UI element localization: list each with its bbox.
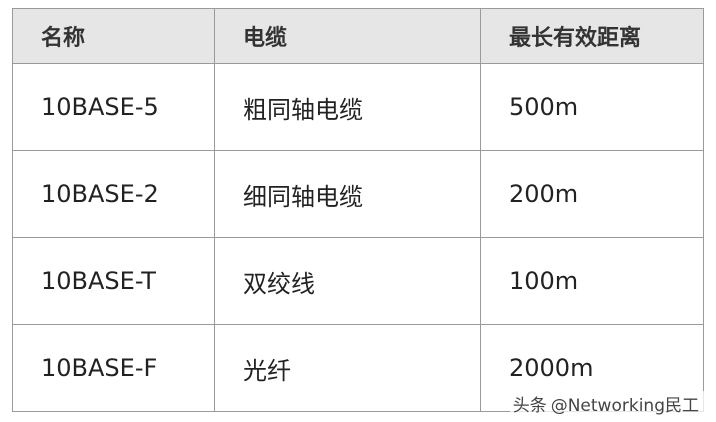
table-body: 10BASE-5 粗同轴电缆 500m 10BASE-2 细同轴电缆 200m 10BASE… xyxy=(12,63,704,412)
table-cell: 10BASE-T xyxy=(12,237,215,325)
table-cell: 200m xyxy=(480,150,704,238)
watermark: 头条 @Networking民工 xyxy=(509,391,706,416)
table-header: 名称 电缆 最长有效距离 xyxy=(12,8,704,64)
header-cell: 名称 xyxy=(12,8,215,64)
table-cell: 光纤 xyxy=(214,324,481,412)
table-cell: 10BASE-2 xyxy=(12,150,215,238)
watermark-account: @Networking民工 xyxy=(550,396,699,416)
table-cell: 100m xyxy=(480,237,704,325)
table-cell: 10BASE-5 xyxy=(12,63,215,151)
header-row: 名称 电缆 最长有效距离 xyxy=(12,8,704,64)
table-cell: 10BASE-F xyxy=(12,324,215,412)
table-cell: 双绞线 xyxy=(214,237,481,325)
header-cell: 最长有效距离 xyxy=(480,8,704,64)
table-row: 10BASE-T 双绞线 100m xyxy=(12,237,704,325)
table-row: 10BASE-2 细同轴电缆 200m xyxy=(12,150,704,238)
watermark-source: 头条 xyxy=(512,396,547,416)
table-row: 10BASE-F 光纤 2000m xyxy=(12,324,704,412)
table-cell: 500m xyxy=(480,63,704,151)
table-cell: 细同轴电缆 xyxy=(214,150,481,238)
header-cell: 电缆 xyxy=(214,8,481,64)
table: 名称 电缆 最长有效距离 10BASE-5 粗同轴电缆 500m 10BASE-2 细同轴电… xyxy=(12,8,704,412)
table-cell: 粗同轴电缆 xyxy=(214,63,481,151)
table-row: 10BASE-5 粗同轴电缆 500m xyxy=(12,63,704,151)
